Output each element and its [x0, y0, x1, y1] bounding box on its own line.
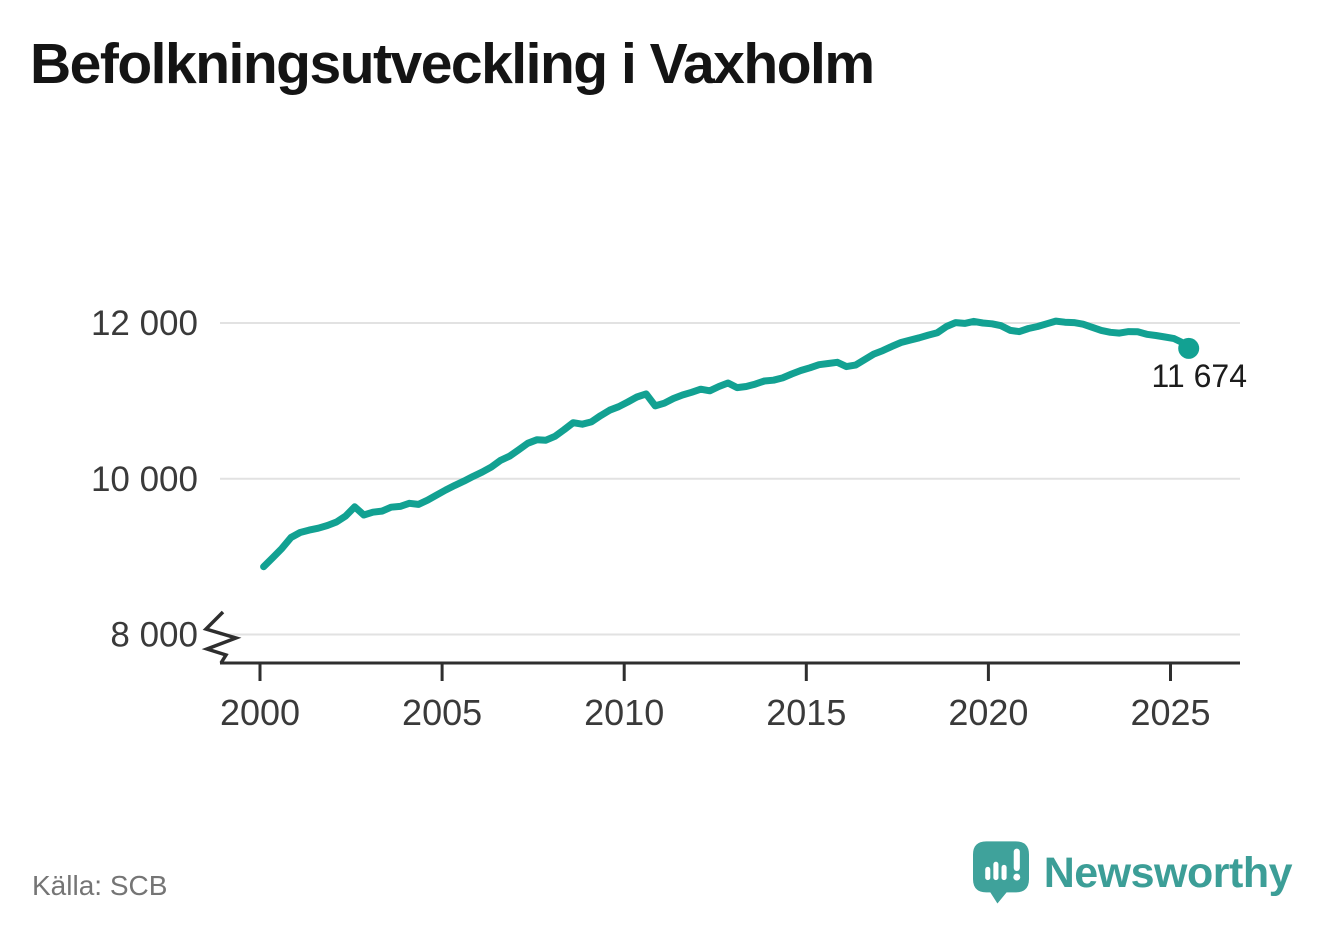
x-axis-tick-label: 2020 [948, 692, 1028, 733]
newsworthy-wordmark: Newsworthy [1043, 848, 1293, 897]
y-axis-break-icon [201, 610, 242, 664]
y-axis-tick-label: 8 000 [110, 616, 198, 655]
x-axis-tick-label: 2025 [1130, 692, 1210, 733]
y-axis-tick-label: 12 000 [91, 304, 198, 343]
source-label: Källa: SCB [32, 870, 168, 901]
x-axis-tick-label: 2015 [766, 692, 846, 733]
chart-title: Befolkningsutveckling i Vaxholm [30, 32, 875, 96]
x-axis-tick-label: 2010 [584, 692, 664, 733]
end-value-label: 11 674 [1152, 358, 1248, 394]
population-line [260, 317, 1193, 571]
x-axis-tick-label: 2005 [402, 692, 482, 733]
y-axis-tick-label: 10 000 [91, 460, 198, 499]
newsworthy-logo: Newsworthy [972, 841, 1293, 905]
end-point-marker [1178, 337, 1200, 359]
x-axis-tick-label: 2000 [220, 692, 300, 733]
newsworthy-bubble-chart-icon [972, 841, 1029, 904]
